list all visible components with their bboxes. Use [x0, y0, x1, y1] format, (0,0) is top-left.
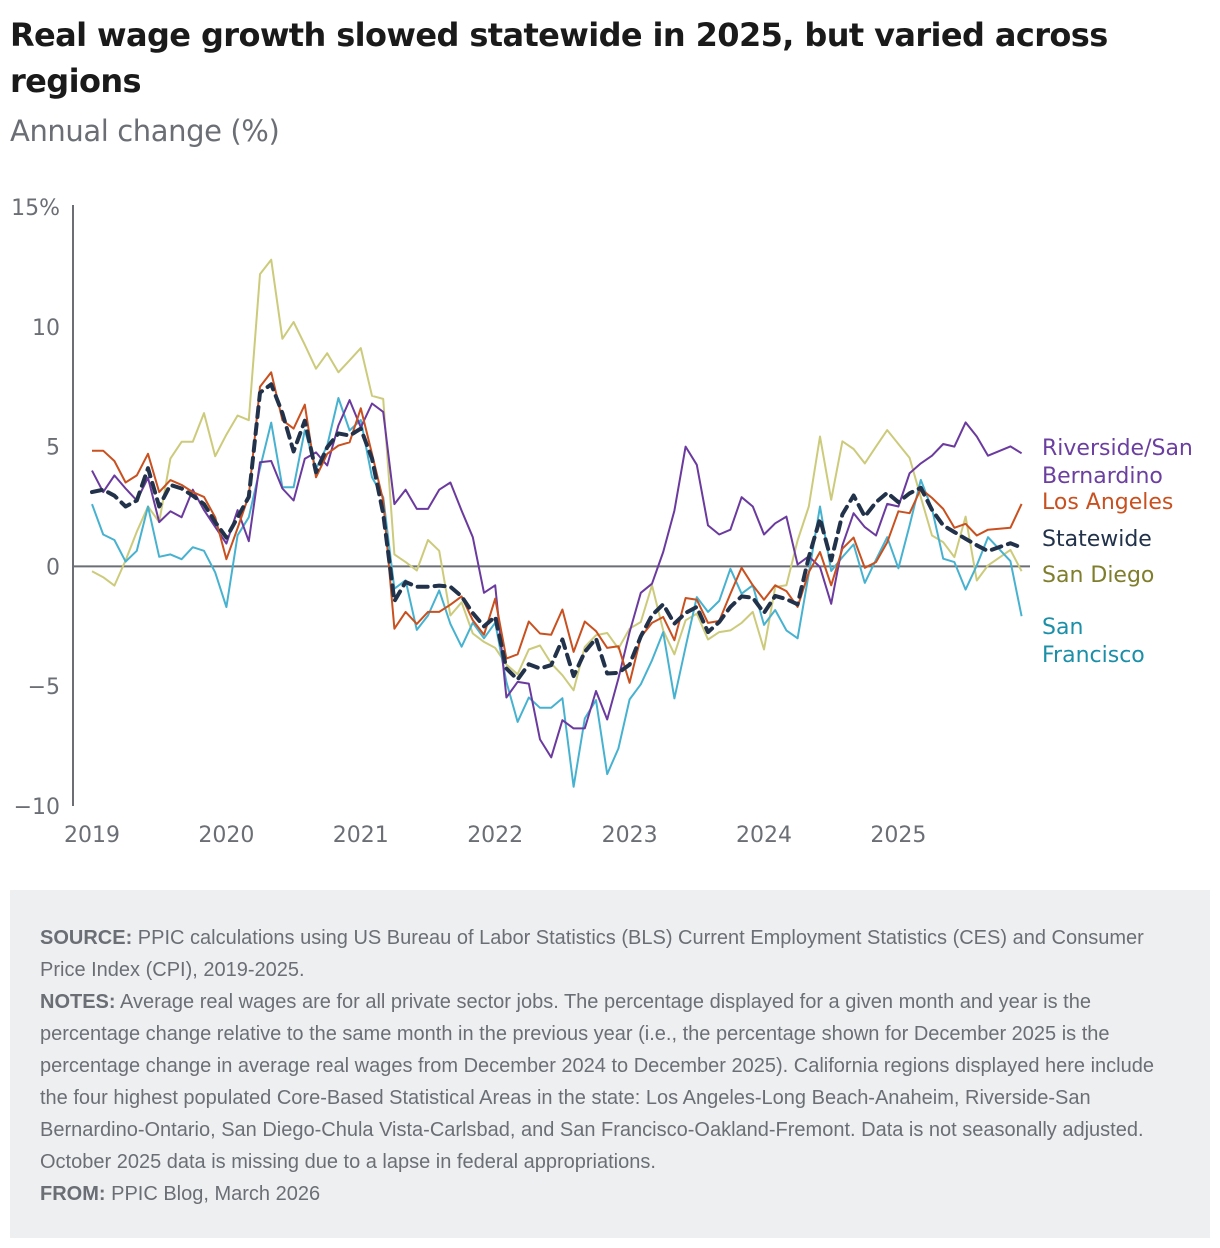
source-note: SOURCE: PPIC calculations using US Burea… [40, 922, 1180, 986]
legend-label: San [1042, 615, 1083, 640]
from-text: PPIC Blog, March 2026 [105, 1183, 321, 1205]
legend-label: San Diego [1042, 563, 1154, 588]
y-tick-label: −10 [14, 795, 60, 820]
x-tick-label: 2021 [333, 823, 389, 848]
series-line-san-francisco [91, 397, 1023, 788]
from-label: FROM: [40, 1183, 106, 1205]
chart-title: Real wage growth slowed statewide in 202… [10, 16, 1108, 100]
x-tick-label: 2020 [198, 823, 254, 848]
legend-label: Riverside/San [1042, 436, 1193, 461]
notes-box: SOURCE: PPIC calculations using US Burea… [10, 890, 1210, 1238]
series-line-san-diego [91, 258, 1023, 692]
series-line-statewide [90, 382, 1024, 682]
notes-note: NOTES: Average real wages are for all pr… [40, 986, 1180, 1178]
legend-label: Los Angeles [1042, 490, 1173, 515]
source-text: PPIC calculations using US Bureau of Lab… [40, 927, 1144, 981]
from-note: FROM: PPIC Blog, March 2026 [40, 1178, 1180, 1210]
legend-label: Statewide [1042, 527, 1152, 552]
x-tick-label: 2023 [602, 823, 658, 848]
x-tick-label: 2019 [64, 823, 120, 848]
y-tick-label: 10 [32, 316, 60, 341]
notes-label: NOTES: [40, 991, 116, 1013]
y-tick-label: −5 [28, 675, 60, 700]
y-tick-label: 0 [46, 555, 60, 580]
x-tick-label: 2025 [870, 823, 926, 848]
legend-label: Bernardino [1042, 464, 1163, 489]
series-lines [90, 258, 1024, 788]
x-tick-label: 2022 [467, 823, 523, 848]
series-line-riverside-san-bernardino [91, 399, 1023, 759]
x-tick-label: 2024 [736, 823, 792, 848]
source-label: SOURCE: [40, 927, 133, 949]
legend-label: Francisco [1042, 643, 1145, 668]
series-line-los-angeles [92, 371, 1023, 684]
notes-text: Average real wages are for all private s… [40, 991, 1154, 1173]
chart-subtitle: Annual change (%) [10, 114, 280, 148]
y-tick-label: 5 [46, 436, 60, 461]
y-tick-label: 15% [11, 196, 60, 221]
